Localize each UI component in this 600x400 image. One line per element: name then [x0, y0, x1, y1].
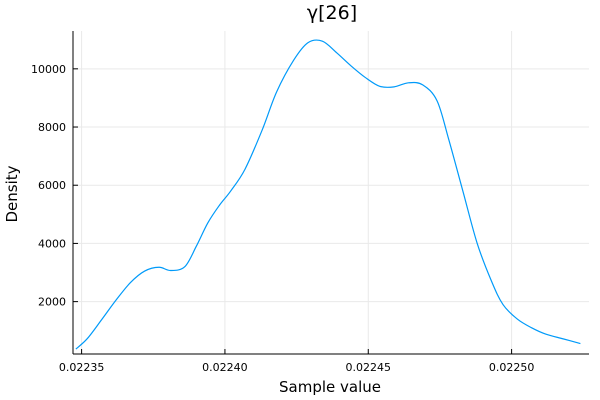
label-layer: γ[26] Sample value Density	[3, 2, 381, 396]
x-tick-label: 0.02235	[59, 361, 105, 374]
chart-title: γ[26]	[307, 2, 357, 24]
x-tick-label: 0.02245	[346, 361, 392, 374]
y-tick-label: 6000	[38, 179, 66, 192]
y-tick-label: 8000	[38, 121, 66, 134]
axis-layer: 0.02235 0.02240 0.02245 0.02250 2000 4000 6000…	[31, 31, 589, 374]
y-tick-label: 10000	[31, 63, 66, 76]
x-tick-label: 0.02240	[202, 361, 248, 374]
grid-layer	[73, 31, 589, 354]
series-layer	[75, 39, 581, 350]
x-axis-title: Sample value	[279, 378, 381, 396]
y-tick-label: 2000	[38, 296, 66, 309]
density-line	[75, 39, 581, 350]
x-tick-label: 0.02250	[489, 361, 535, 374]
y-axis-title: Density	[3, 165, 21, 222]
y-tick-label: 4000	[38, 237, 66, 250]
